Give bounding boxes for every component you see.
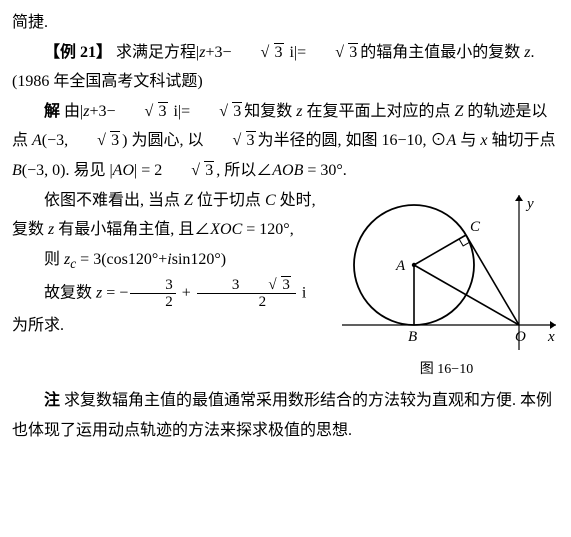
figure-16-10: y x A B C O 图 16−10	[334, 190, 559, 383]
example-label: 【例 21】	[44, 44, 112, 61]
example-21: 【例 21】 求满足方程|z+3−3 i|=3的辐角主值最小的复数 z. (19…	[12, 38, 559, 97]
line-top: 简捷.	[12, 8, 559, 38]
note-label: 注	[44, 392, 60, 409]
svg-text:x: x	[547, 329, 555, 345]
svg-text:y: y	[525, 196, 534, 212]
wrapped-section: yxABCO 图 16−10 依图不难看出, 当点 Z 位于切点 C 处时, 复…	[12, 186, 559, 387]
svg-text:B: B	[408, 329, 417, 345]
solution-text: 解 由|z+3−3 i|=3知复数 z 在复平面上对应的点 Z 的轨迹是以点 A…	[12, 97, 559, 186]
geometry-diagram: y x A B C O	[334, 190, 559, 355]
note-paragraph: 注 求复数辐角主值的最值通常采用数形结合的方法较为直观和方便. 本例也体现了运用…	[12, 386, 559, 445]
svg-text:C: C	[470, 219, 481, 235]
figure-caption: 图 16−10	[334, 357, 559, 383]
svg-text:O: O	[515, 329, 526, 345]
solution-label: 解	[44, 103, 60, 120]
svg-text:A: A	[395, 258, 406, 274]
